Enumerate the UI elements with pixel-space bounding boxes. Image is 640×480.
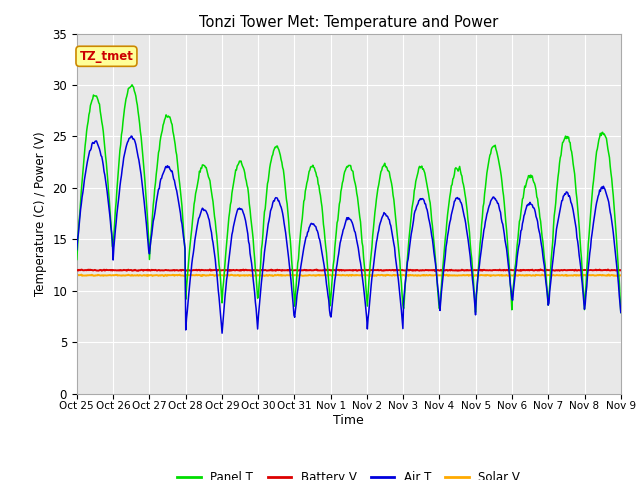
X-axis label: Time: Time [333,414,364,427]
Text: TZ_tmet: TZ_tmet [79,50,133,63]
Legend: Panel T, Battery V, Air T, Solar V: Panel T, Battery V, Air T, Solar V [173,466,525,480]
Y-axis label: Temperature (C) / Power (V): Temperature (C) / Power (V) [34,132,47,296]
Title: Tonzi Tower Met: Temperature and Power: Tonzi Tower Met: Temperature and Power [199,15,499,30]
